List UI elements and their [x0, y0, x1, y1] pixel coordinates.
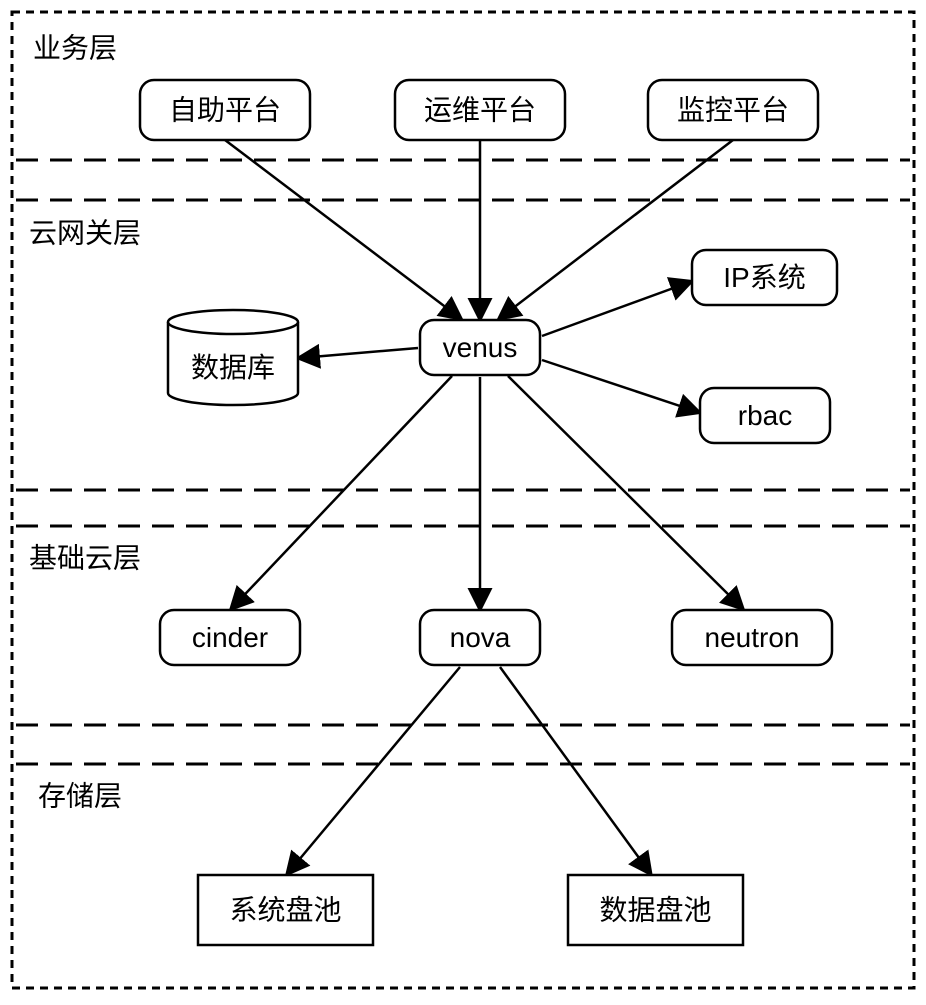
layer-label-business: 业务层: [33, 32, 117, 63]
edge-venus-ipsys: [542, 282, 690, 336]
node-label: 数据盘池: [599, 895, 711, 926]
node-ops: 运维平台: [395, 80, 565, 140]
node-label: 运维平台: [424, 95, 536, 126]
node-ipsys: IP系统: [692, 250, 837, 305]
node-monitor: 监控平台: [648, 80, 818, 140]
node-label: 监控平台: [677, 95, 789, 126]
diagram-svg: 业务层云网关层基础云层存储层 自助平台 运维平台 监控平台数据库 venus IP系统 rb…: [0, 0, 926, 1000]
node-label: IP系统: [723, 262, 805, 293]
node-venus: venus: [420, 320, 540, 375]
node-label: neutron: [705, 622, 800, 653]
node-neutron: neutron: [672, 610, 832, 665]
edge-venus-rbac: [542, 360, 698, 412]
edge-venus-database: [300, 348, 418, 358]
node-label: 系统盘池: [229, 895, 341, 926]
node-selfservice: 自助平台: [140, 80, 310, 140]
edge-nova-datapool: [500, 667, 650, 873]
node-syspool: 系统盘池: [198, 875, 373, 945]
node-label: cinder: [192, 622, 268, 653]
layer-label-gateway: 云网关层: [29, 217, 141, 248]
node-label: venus: [443, 332, 518, 363]
layer-label-cloud: 基础云层: [29, 542, 141, 573]
node-database: 数据库: [168, 310, 298, 405]
node-cinder: cinder: [160, 610, 300, 665]
edge-venus-cinder: [232, 376, 452, 608]
edge-nova-syspool: [288, 667, 460, 873]
node-label: 数据库: [191, 352, 275, 383]
node-label: nova: [450, 622, 511, 653]
node-datapool: 数据盘池: [568, 875, 743, 945]
architecture-diagram: 业务层云网关层基础云层存储层 自助平台 运维平台 监控平台数据库 venus IP系统 rb…: [0, 0, 926, 1000]
node-rbac: rbac: [700, 388, 830, 443]
node-nova: nova: [420, 610, 540, 665]
layer-label-storage: 存储层: [38, 780, 122, 811]
node-label: 自助平台: [169, 95, 281, 126]
node-label: rbac: [738, 400, 792, 431]
edge-selfservice-venus: [225, 140, 460, 318]
